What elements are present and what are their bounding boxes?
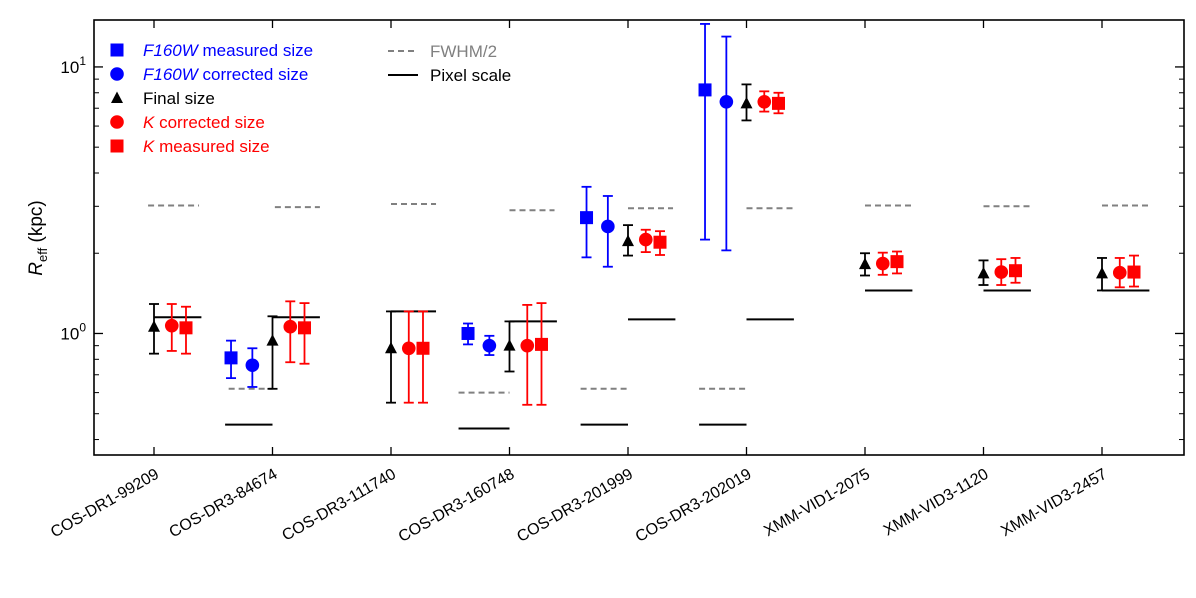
y-axis-title-unit: (kpc) — [26, 200, 47, 248]
x-tick-label: COS-DR3-160748 — [396, 466, 518, 546]
f160w-corrected-size-point — [482, 338, 497, 353]
k-measured-size-point — [297, 321, 311, 335]
x-tick-label: COS-DR3-202019 — [633, 466, 755, 546]
k-corrected-size-point — [875, 256, 890, 271]
f160w-measured-size-point — [580, 211, 594, 225]
y-axis-title-main: R — [26, 262, 47, 276]
k-corrected-size-point — [638, 232, 653, 247]
k-corrected-size-point — [757, 94, 772, 109]
y-axis-title-sub: eff — [35, 247, 50, 262]
k-corrected-size-point — [1112, 265, 1127, 280]
final-size-point — [977, 266, 990, 279]
k-measured-size-point — [653, 235, 667, 249]
final-size-point — [385, 341, 397, 354]
k-measured-size-point — [1008, 264, 1022, 278]
f160w-measured-size-point — [461, 326, 475, 340]
x-tick-label: XMM-VID3-1120 — [881, 466, 992, 540]
x-tick-label: COS-DR3-201999 — [514, 466, 636, 546]
y-axis-title: Reff (kpc) — [26, 200, 50, 275]
f160w-measured-size-point — [698, 83, 712, 97]
legend-marker — [110, 43, 124, 57]
f160w-measured-size-point — [224, 351, 238, 365]
x-tick-label: XMM-VID1-2075 — [761, 466, 873, 540]
k-corrected-size-point — [164, 318, 179, 333]
k-measured-size-point — [416, 341, 430, 355]
legend-label: FWHM/2 — [430, 42, 497, 61]
legend-label: K corrected size — [143, 113, 265, 132]
k-measured-size-point — [890, 255, 904, 269]
plot-frame — [93, 19, 1185, 456]
k-measured-size-point — [771, 96, 785, 110]
final-size-point — [503, 339, 516, 351]
legend-label: Pixel scale — [430, 66, 511, 85]
legend-marker — [110, 115, 124, 129]
legend-label: K measured size — [143, 137, 270, 156]
x-tick-label: COS-DR3-84674 — [166, 466, 280, 542]
legend-label: Final size — [143, 89, 215, 108]
x-tick-label: XMM-VID3-2457 — [998, 466, 1110, 540]
legend-label: F160W measured size — [143, 41, 313, 60]
final-size-point — [622, 234, 634, 247]
legend-marker — [110, 139, 124, 153]
legend-marker — [110, 67, 124, 81]
k-measured-size-point — [1127, 265, 1141, 279]
final-size-point — [1096, 266, 1108, 279]
legend-label: F160W corrected size — [143, 65, 308, 84]
k-measured-size-point — [534, 337, 548, 351]
k-corrected-size-point — [994, 265, 1009, 279]
f160w-corrected-size-point — [601, 219, 615, 234]
final-size-point — [859, 257, 871, 270]
k-corrected-size-point — [401, 341, 416, 356]
y-tick-label: 100 — [60, 320, 86, 343]
y-tick-label: 101 — [60, 54, 86, 77]
final-size-point — [148, 320, 160, 332]
k-corrected-size-point — [520, 338, 535, 353]
x-tick-label: COS-DR1-99209 — [48, 466, 162, 542]
f160w-corrected-size-point — [719, 94, 734, 109]
k-measured-size-point — [179, 321, 193, 335]
legend-marker — [111, 91, 123, 103]
x-tick-label: COS-DR3-111740 — [279, 466, 399, 545]
final-size-point — [266, 334, 279, 346]
final-size-point — [740, 96, 753, 109]
f160w-corrected-size-point — [245, 358, 260, 373]
k-corrected-size-point — [283, 319, 298, 334]
